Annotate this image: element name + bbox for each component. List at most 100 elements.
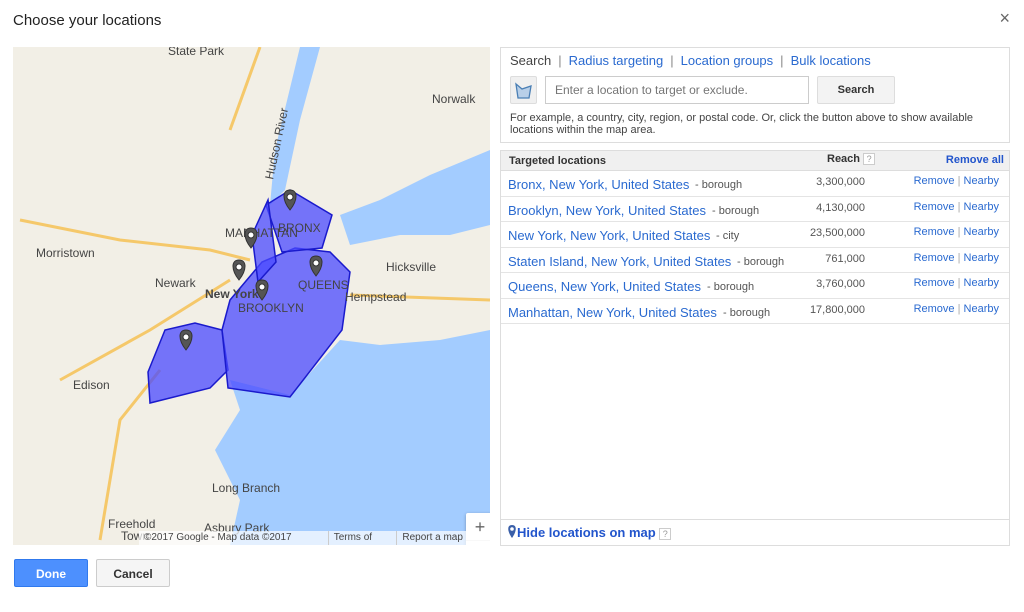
- borough-polygons: [147, 189, 351, 404]
- reach-label: Reach: [827, 153, 861, 165]
- location-name-link[interactable]: Manhattan, New York, United States: [508, 304, 717, 320]
- pin-icon[interactable]: [283, 189, 297, 211]
- location-name-link[interactable]: New York, New York, United States: [508, 228, 711, 243]
- search-panel: Search | Radius targeting | Location groups |…: [500, 47, 1010, 143]
- search-tabs: Search | Radius targeting | Location groups |…: [510, 53, 871, 68]
- done-button[interactable]: Done: [14, 559, 88, 587]
- location-type: - borough: [723, 306, 771, 319]
- water: [215, 47, 490, 545]
- remove-link[interactable]: Remove: [913, 226, 955, 238]
- nearby-link[interactable]: Nearby: [963, 277, 999, 289]
- table-row: Manhattan, New York, United States - boro…: [501, 299, 1009, 324]
- map-pins[interactable]: [179, 189, 323, 351]
- pin-icon[interactable]: [244, 227, 258, 249]
- nearby-link[interactable]: Nearby: [963, 302, 999, 315]
- location-name-link[interactable]: Queens, New York, United States: [508, 279, 701, 294]
- map-label: Hempstead: [345, 290, 406, 304]
- divider: |: [957, 200, 961, 213]
- divider: |: [957, 226, 961, 238]
- map-label: Hicksville: [386, 260, 436, 274]
- report-error-link[interactable]: Report a map error: [396, 531, 490, 545]
- reach-value: 23,500,000: [809, 227, 865, 239]
- divider: |: [957, 277, 961, 289]
- tab-location-groups[interactable]: Location groups: [680, 53, 774, 68]
- header-reach: Reach ?: [827, 153, 876, 166]
- table-row: Brooklyn, New York, United States - borou…: [501, 197, 1009, 222]
- highways: [19, 47, 490, 541]
- table-row: Staten Island, New York, United States - …: [501, 248, 1009, 273]
- terms-link[interactable]: Terms of Use: [327, 531, 397, 545]
- location-name-link[interactable]: Bronx, New York, United States: [508, 177, 690, 192]
- location-type: - borough: [737, 255, 785, 268]
- tab-bulk-locations[interactable]: Bulk locations: [790, 53, 871, 68]
- location-type: - borough: [695, 179, 743, 191]
- map-label: BRONX: [278, 221, 321, 235]
- dialog-title: Choose your locations: [13, 12, 162, 29]
- pin-icon[interactable]: [255, 279, 269, 301]
- close-icon[interactable]: ×: [999, 8, 1010, 28]
- hide-locations-link[interactable]: Hide locations on map: [517, 525, 656, 540]
- cancel-button[interactable]: Cancel: [96, 559, 170, 587]
- table-row: New York, New York, United States - city …: [501, 222, 1009, 248]
- header-targeted-locations: Targeted locations: [509, 155, 606, 167]
- nearby-link[interactable]: Nearby: [963, 175, 999, 187]
- help-icon[interactable]: ?: [659, 527, 672, 540]
- reach-value: 4,130,000: [816, 201, 865, 214]
- location-name-link[interactable]: Staten Island, New York, United States: [508, 253, 732, 269]
- show-map-locations-button[interactable]: [510, 76, 537, 104]
- map-label: BROOKLYN: [238, 301, 304, 315]
- remove-link[interactable]: Remove: [913, 200, 955, 213]
- remove-link[interactable]: Remove: [913, 251, 955, 264]
- tab-radius-targeting[interactable]: Radius targeting: [568, 53, 664, 68]
- table-row: Bronx, New York, United States - borough …: [501, 171, 1009, 197]
- reach-value: 3,300,000: [816, 176, 865, 188]
- search-hint: For example, a country, city, region, or…: [510, 112, 974, 136]
- reach-value: 3,760,000: [816, 278, 865, 290]
- map-label: Newark: [155, 276, 197, 290]
- copyright-text: ©2017 Google - Map data ©2017 Google: [144, 532, 292, 543]
- map-label: State Park: [168, 47, 225, 58]
- divider: |: [957, 251, 961, 264]
- nearby-link[interactable]: Nearby: [963, 226, 999, 238]
- map-label: Long Branch: [212, 481, 280, 495]
- map-canvas[interactable]: State Park Norwalk Morristown Newark New…: [13, 47, 490, 545]
- location-name-link[interactable]: Brooklyn, New York, United States: [508, 202, 706, 218]
- location-type: - city: [716, 230, 740, 242]
- list-header: Targeted locations Reach ? Remove all: [501, 151, 1009, 171]
- divider: |: [957, 302, 961, 315]
- pin-icon[interactable]: [179, 329, 193, 351]
- nearby-link[interactable]: Nearby: [963, 251, 999, 264]
- map-label: MANHATTAN: [225, 226, 298, 240]
- pin-icon[interactable]: [309, 255, 323, 277]
- map-label: Freehold: [108, 517, 155, 531]
- map-label: Norwalk: [432, 92, 476, 106]
- remove-link[interactable]: Remove: [913, 302, 955, 315]
- divider: |: [957, 175, 961, 187]
- map-label: Edison: [73, 378, 110, 392]
- search-button[interactable]: Search: [817, 76, 895, 104]
- tab-search[interactable]: Search: [510, 53, 552, 68]
- location-search-input[interactable]: [545, 76, 809, 104]
- map[interactable]: State Park Norwalk Morristown Newark New…: [13, 47, 490, 545]
- location-type: - borough: [707, 281, 755, 293]
- remove-all-link[interactable]: Remove all: [945, 154, 1004, 166]
- help-icon[interactable]: ?: [863, 153, 876, 166]
- nearby-link[interactable]: Nearby: [963, 200, 999, 213]
- table-row: Queens, New York, United States - borough…: [501, 273, 1009, 299]
- pin-icon[interactable]: [232, 259, 246, 281]
- reach-value: 17,800,000: [809, 303, 865, 316]
- location-type: - borough: [712, 204, 760, 217]
- reach-value: 761,000: [825, 252, 865, 265]
- remove-link[interactable]: Remove: [913, 277, 955, 289]
- map-attribution: ©2017 Google - Map data ©2017 Google Ter…: [139, 531, 490, 545]
- targeted-locations-list: Targeted locations Reach ? Remove all Br…: [500, 150, 1010, 546]
- polygon-icon: [515, 82, 532, 99]
- brooklyn-queens-polygon: [221, 247, 351, 398]
- hide-locations-toggle[interactable]: Hide locations on map ?: [501, 519, 1009, 545]
- map-label: QUEENS: [298, 278, 349, 292]
- manhattan-polygon: [251, 197, 277, 284]
- pin-icon: [508, 525, 516, 538]
- map-label: Morristown: [36, 246, 95, 260]
- map-label: New York: [205, 287, 259, 301]
- remove-link[interactable]: Remove: [913, 175, 955, 187]
